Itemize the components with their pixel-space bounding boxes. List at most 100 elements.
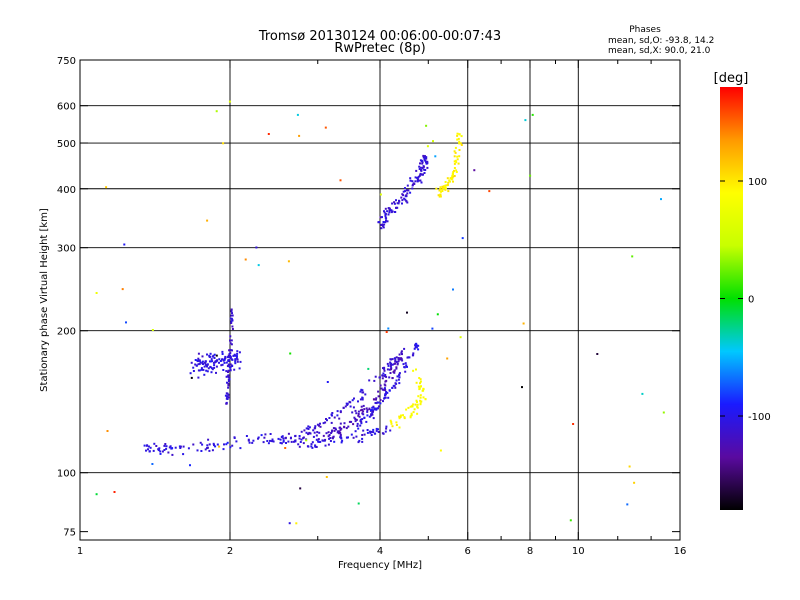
data-point — [395, 421, 398, 424]
data-point — [400, 414, 402, 417]
data-point — [315, 438, 318, 441]
data-point — [205, 369, 208, 372]
data-point — [407, 189, 410, 192]
data-point — [381, 432, 384, 435]
data-point — [236, 358, 239, 361]
data-point — [234, 360, 237, 363]
data-point — [229, 349, 232, 352]
data-point — [357, 427, 360, 430]
data-point — [298, 134, 301, 137]
data-point — [456, 138, 459, 141]
data-point — [360, 422, 363, 425]
data-point — [230, 308, 233, 311]
colorbar-ticks: 100 0 -100 — [720, 177, 771, 423]
data-point — [531, 113, 534, 116]
data-point — [305, 439, 308, 442]
data-point — [248, 441, 251, 444]
data-point — [383, 375, 386, 378]
data-point — [390, 211, 393, 214]
data-point — [221, 363, 224, 366]
data-point — [353, 416, 356, 419]
data-point — [315, 446, 318, 448]
data-point — [662, 411, 665, 414]
data-point — [260, 434, 263, 437]
data-point — [203, 373, 206, 376]
data-point — [375, 427, 378, 430]
data-point — [325, 476, 328, 478]
data-point — [439, 193, 442, 196]
data-point — [190, 376, 193, 379]
x-tick-label: 6 — [465, 546, 471, 557]
data-point — [397, 360, 400, 363]
data-point — [355, 412, 358, 415]
data-point — [389, 361, 392, 364]
data-point — [279, 438, 282, 441]
data-point — [404, 362, 407, 365]
data-point — [406, 311, 408, 314]
data-point — [235, 357, 238, 359]
data-point — [336, 431, 339, 434]
data-point — [210, 358, 213, 361]
data-point — [431, 327, 434, 330]
data-point — [412, 411, 415, 414]
data-point — [383, 211, 386, 214]
data-point — [230, 317, 233, 320]
data-point — [263, 436, 266, 439]
data-point — [230, 320, 233, 323]
data-point — [226, 356, 229, 359]
data-point — [227, 382, 230, 385]
data-point — [198, 362, 201, 365]
data-point — [312, 435, 315, 438]
data-point — [366, 431, 369, 434]
data-point — [221, 358, 223, 361]
data-point — [280, 436, 283, 438]
x-tick-label: 4 — [377, 546, 383, 557]
data-point — [386, 210, 389, 213]
data-point — [313, 431, 316, 434]
data-point — [324, 421, 327, 424]
data-point — [382, 372, 385, 375]
data-point — [461, 237, 464, 240]
data-point — [394, 382, 397, 385]
data-point — [416, 401, 418, 403]
data-point — [420, 385, 422, 388]
data-point — [212, 442, 215, 445]
data-point — [409, 416, 412, 419]
data-point — [161, 450, 164, 453]
data-point — [369, 431, 372, 434]
data-point — [257, 437, 259, 440]
data-point — [458, 149, 461, 151]
data-point — [398, 376, 401, 379]
data-point — [419, 382, 421, 385]
data-point — [425, 124, 428, 127]
data-point — [244, 258, 247, 261]
data-point — [238, 367, 241, 370]
data-point — [279, 441, 282, 444]
data-point — [360, 388, 363, 391]
data-point — [423, 168, 426, 171]
data-point — [330, 432, 333, 434]
data-point — [363, 433, 366, 436]
data-point — [336, 414, 339, 417]
data-point — [299, 487, 302, 490]
data-point — [255, 246, 258, 249]
data-point — [231, 365, 234, 367]
data-point — [404, 187, 406, 190]
data-point — [317, 440, 320, 443]
data-point — [383, 210, 385, 213]
data-point — [453, 167, 456, 169]
data-point — [395, 199, 397, 202]
data-point — [432, 140, 434, 143]
data-point — [395, 424, 398, 426]
data-point — [267, 442, 270, 445]
data-point — [264, 433, 267, 436]
data-point — [453, 155, 456, 158]
data-point — [417, 395, 420, 398]
data-point — [411, 180, 414, 183]
data-point — [460, 135, 463, 138]
data-point — [633, 481, 636, 484]
data-point — [382, 221, 385, 223]
data-point — [414, 176, 417, 179]
data-point — [377, 401, 380, 404]
data-point — [424, 398, 427, 401]
